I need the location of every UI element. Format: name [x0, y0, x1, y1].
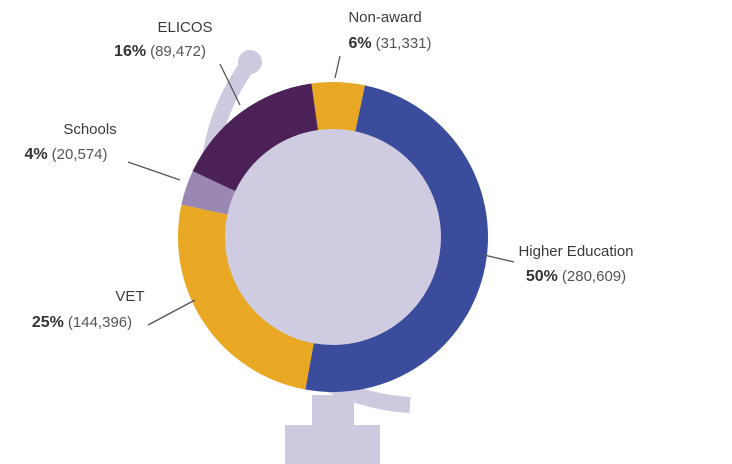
slice-count: (89,472)	[150, 43, 206, 60]
slice-value-label: 16% (89,472)	[114, 43, 206, 60]
leader-line	[483, 254, 515, 263]
slice-name: VET	[115, 288, 144, 305]
slice-name: Schools	[63, 121, 116, 138]
globe-face	[223, 127, 443, 347]
slice-percent: 25%	[32, 314, 64, 331]
slice-count: (280,609)	[562, 268, 626, 285]
slice-count: (20,574)	[52, 146, 108, 163]
slice-value-label: 25% (144,396)	[32, 314, 132, 331]
slice-name: Higher Education	[518, 243, 633, 260]
slice-count: (31,331)	[376, 35, 432, 52]
slice-value-label: 6% (31,331)	[349, 35, 432, 52]
slice-value-label: 50% (280,609)	[526, 268, 626, 285]
slice-percent: 50%	[526, 268, 558, 285]
slice-name: ELICOS	[157, 19, 212, 36]
donut-slice	[305, 85, 489, 393]
donut-slice	[311, 82, 365, 132]
slice-name: Non-award	[348, 9, 421, 26]
slice-percent: 16%	[114, 43, 146, 60]
leader-line	[127, 161, 181, 181]
leader-line	[219, 63, 241, 106]
slice-percent: 4%	[25, 146, 48, 163]
donut-slice	[177, 204, 314, 390]
leader-line	[334, 55, 341, 79]
donut-slice	[181, 171, 236, 215]
slice-count: (144,396)	[68, 314, 132, 331]
slice-value-label: 4% (20,574)	[25, 146, 108, 163]
donut-slice	[192, 83, 318, 192]
leader-line	[147, 299, 196, 326]
slice-percent: 6%	[349, 35, 372, 52]
